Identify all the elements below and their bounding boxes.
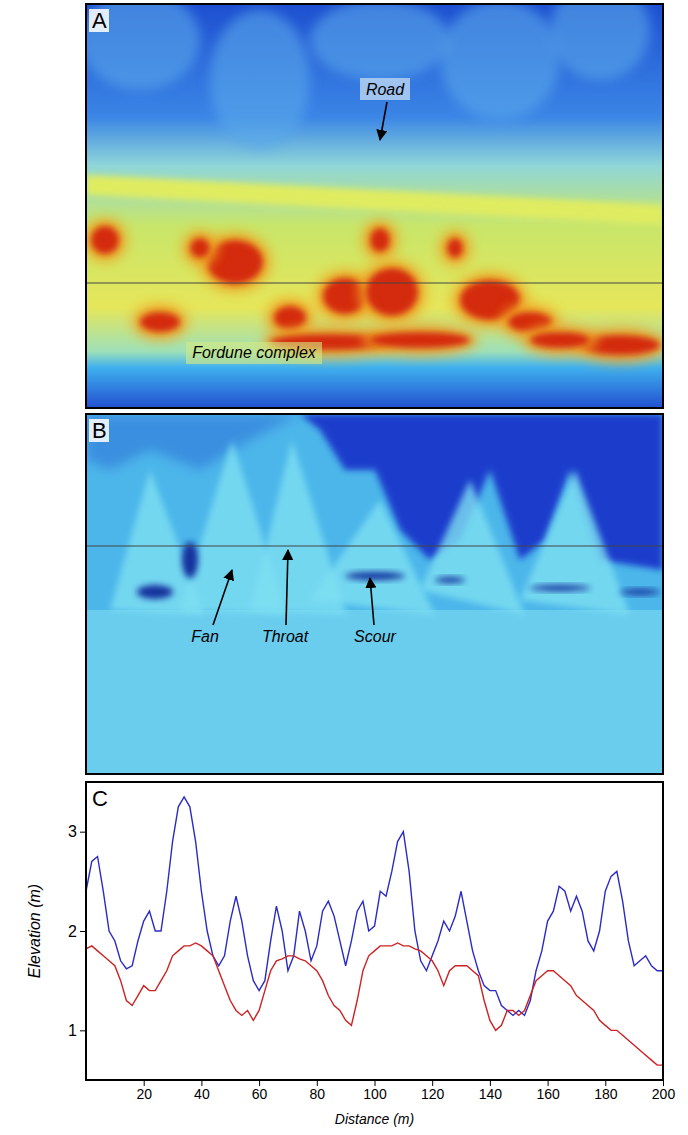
texture <box>366 268 418 316</box>
texture <box>362 220 398 260</box>
panel-label: B <box>92 418 107 443</box>
arrow <box>286 550 288 625</box>
tick: 120 <box>421 1080 445 1102</box>
texture <box>358 260 426 324</box>
tick-label: 140 <box>479 1086 503 1102</box>
texture <box>522 324 598 356</box>
fan-shape <box>420 480 525 615</box>
panel-label: A <box>92 8 107 33</box>
texture <box>370 228 390 252</box>
tick-label: 1 <box>68 1022 77 1039</box>
scour-shape <box>182 542 198 578</box>
transect <box>86 545 663 546</box>
scour-shape <box>530 585 590 591</box>
tick-label: 60 <box>252 1086 268 1102</box>
panel-a: A Road Fordune complex <box>80 0 668 408</box>
texture <box>86 610 663 774</box>
tick-label: 80 <box>310 1086 326 1102</box>
panel-frame <box>86 414 663 774</box>
annotation: Throat <box>262 628 309 645</box>
tick: 140 <box>479 1080 503 1102</box>
annotation: Road <box>366 81 405 98</box>
y-axis: 1 2 3 <box>68 783 86 1081</box>
texture <box>86 218 127 262</box>
tick: 80 <box>310 1080 326 1102</box>
scour-shape <box>620 589 660 595</box>
texture <box>440 4 560 120</box>
tick: 1 <box>68 1022 86 1039</box>
annotation: Fordune complex <box>192 344 317 361</box>
scour-shape <box>345 572 405 580</box>
transect <box>86 282 663 283</box>
tick: 3 <box>68 823 86 840</box>
scour-shape <box>435 577 465 583</box>
axis-title: Elevation (m) <box>26 884 43 978</box>
texture <box>86 414 300 470</box>
arrow <box>380 102 387 140</box>
label-patch <box>89 419 109 442</box>
texture <box>310 4 450 80</box>
texture <box>530 332 590 348</box>
label-patch <box>89 9 109 32</box>
panel-c: 20 40 60 80 100 120 140 160 180 200 1 2 3C Distance (… <box>26 782 675 1127</box>
tick: 40 <box>194 1080 210 1102</box>
elevation-image <box>86 414 663 774</box>
tick-label: 180 <box>594 1086 618 1102</box>
tick: 20 <box>136 1080 152 1102</box>
texture <box>550 4 650 80</box>
label-patch <box>360 78 410 100</box>
plot-frame <box>86 782 663 1080</box>
label-patch <box>89 787 109 810</box>
tick: 180 <box>594 1080 618 1102</box>
road <box>86 175 663 225</box>
annotation: Scour <box>354 628 396 645</box>
tick-label: 200 <box>652 1086 676 1102</box>
axis-title: Distance (m) <box>335 1111 414 1127</box>
series-line <box>86 797 663 1016</box>
tick: 2 <box>68 923 86 940</box>
tick-label: 120 <box>421 1086 445 1102</box>
tick: 200 <box>652 1080 676 1102</box>
annotation: Fan <box>191 628 219 645</box>
tick: 100 <box>363 1080 387 1102</box>
scour-shape <box>137 585 173 599</box>
fan-shape <box>520 470 630 615</box>
texture <box>370 332 470 348</box>
arrow <box>370 578 374 625</box>
figure: A Road Fordune complex B Fan Throat Scour 20 40 6… <box>0 0 688 1135</box>
texture <box>132 304 188 340</box>
texture <box>362 324 478 356</box>
texture <box>447 238 463 258</box>
texture <box>140 312 180 332</box>
tick: 160 <box>536 1080 560 1102</box>
texture <box>439 230 471 266</box>
texture <box>274 306 306 330</box>
texture <box>86 4 200 90</box>
tick-label: 3 <box>68 823 77 840</box>
tick-label: 160 <box>536 1086 560 1102</box>
series-line <box>86 943 663 1065</box>
x-axis: 20 40 60 80 100 120 140 160 180 200 <box>87 1080 676 1102</box>
tick-label: 100 <box>363 1086 387 1102</box>
plot-area <box>86 797 663 1065</box>
texture <box>190 238 210 258</box>
tick: 60 <box>252 1080 268 1102</box>
label-patch <box>186 342 322 364</box>
tick-label: 20 <box>136 1086 152 1102</box>
fan-shape <box>310 500 435 615</box>
arrow <box>213 570 232 625</box>
panel-b: B Fan Throat Scour <box>86 414 663 774</box>
texture <box>91 226 119 254</box>
texture <box>182 230 218 266</box>
tick-label: 40 <box>194 1086 210 1102</box>
texture <box>210 10 310 150</box>
panel-frame <box>86 4 663 408</box>
panel-label: C <box>92 786 108 811</box>
tick-label: 2 <box>68 923 77 940</box>
